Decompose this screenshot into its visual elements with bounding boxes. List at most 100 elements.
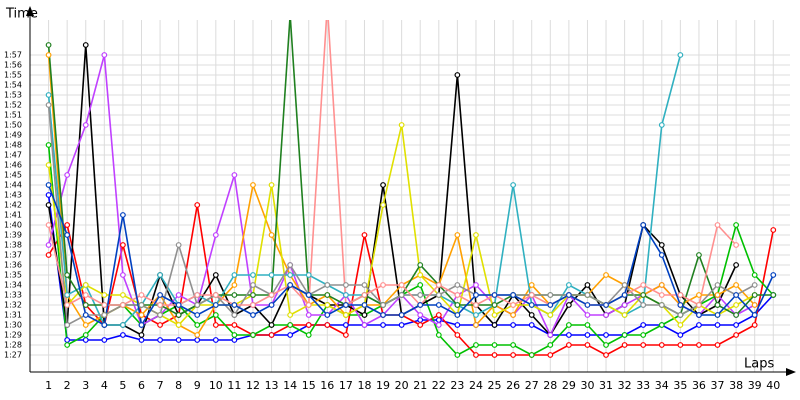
data-point (305, 292, 312, 298)
data-point (342, 292, 349, 298)
data-point (640, 222, 647, 228)
data-point (45, 242, 52, 248)
data-point (417, 317, 424, 323)
data-point (491, 342, 498, 348)
data-point (714, 322, 721, 328)
data-point (287, 332, 294, 338)
data-point (231, 332, 238, 338)
data-point (64, 322, 71, 328)
x-tick-label: 22 (432, 379, 446, 392)
data-point (45, 92, 52, 98)
data-point (361, 302, 368, 308)
y-tick-label: 1:34 (4, 281, 22, 290)
x-tick-label: 30 (580, 379, 594, 392)
data-point (658, 322, 665, 328)
data-point (696, 342, 702, 348)
y-tick-label: 1:43 (4, 191, 22, 200)
data-point (361, 232, 368, 238)
data-point (770, 272, 777, 278)
x-tick-label: 36 (692, 379, 706, 392)
data-point (603, 272, 609, 278)
data-point (287, 272, 294, 278)
data-point (361, 312, 368, 318)
x-tick-label: 5 (119, 379, 126, 392)
y-tick-label: 1:28 (4, 341, 22, 350)
data-point (138, 302, 145, 308)
y-tick-label: 1:31 (4, 311, 22, 320)
x-tick-label: 16 (320, 379, 334, 392)
y-tick-label: 1:44 (4, 181, 22, 190)
x-tick-label: 3 (82, 379, 89, 392)
data-point (194, 292, 201, 298)
data-point (268, 302, 275, 308)
data-point (491, 302, 498, 308)
data-point (268, 292, 275, 298)
data-point (120, 322, 126, 328)
data-point (64, 222, 71, 228)
data-point (380, 302, 386, 308)
x-tick-label: 13 (265, 379, 279, 392)
x-tick-label: 11 (227, 379, 241, 392)
data-point (287, 312, 294, 318)
x-tick-label: 37 (711, 379, 725, 392)
data-point (473, 342, 479, 348)
data-point (398, 322, 405, 328)
data-point (454, 322, 461, 328)
data-point (733, 312, 740, 318)
data-point (473, 352, 479, 358)
series-line (47, 194, 774, 341)
data-point (45, 222, 52, 228)
data-point (584, 282, 591, 288)
data-point (82, 122, 89, 128)
data-point (584, 342, 591, 348)
data-point (45, 252, 52, 258)
data-point (157, 292, 163, 298)
data-point (696, 312, 702, 318)
x-tick-label: 27 (525, 379, 539, 392)
data-point (231, 172, 238, 178)
data-point (528, 312, 535, 318)
y-axis-arrow (26, 6, 34, 16)
data-point (212, 337, 219, 343)
data-point (733, 332, 740, 338)
data-point (361, 282, 368, 288)
data-point (324, 312, 331, 318)
data-point (212, 322, 219, 328)
data-point (751, 282, 758, 288)
y-tick-label: 1:30 (4, 321, 22, 330)
data-point (603, 312, 609, 318)
data-point (157, 272, 163, 278)
data-point (547, 342, 554, 348)
data-point (231, 322, 238, 328)
data-point (250, 312, 256, 318)
data-point (417, 302, 424, 308)
y-tick-label: 1:53 (4, 91, 22, 100)
y-tick-label: 1:41 (4, 211, 22, 220)
data-point (677, 52, 684, 58)
data-point (510, 342, 517, 348)
data-point (435, 302, 442, 308)
data-point (268, 322, 275, 328)
data-point (454, 332, 461, 338)
data-point (138, 292, 145, 298)
data-point (361, 292, 368, 298)
y-tick-label: 1:39 (4, 231, 22, 240)
x-tick-label: 8 (175, 379, 182, 392)
data-point (733, 282, 740, 288)
data-point (101, 302, 108, 308)
data-point (64, 302, 71, 308)
data-point (677, 312, 684, 318)
y-tick-label: 1:40 (4, 221, 22, 230)
data-point (157, 302, 163, 308)
data-point (231, 282, 238, 288)
x-axis-arrow (786, 368, 796, 376)
data-point (101, 52, 108, 58)
data-point (714, 342, 721, 348)
data-point (603, 352, 609, 358)
data-point (231, 292, 238, 298)
data-point (435, 282, 442, 288)
y-tick-label: 1:33 (4, 291, 22, 300)
y-tick-label: 1:57 (4, 51, 22, 60)
data-point (64, 292, 71, 298)
y-tick-label: 1:27 (4, 351, 22, 360)
